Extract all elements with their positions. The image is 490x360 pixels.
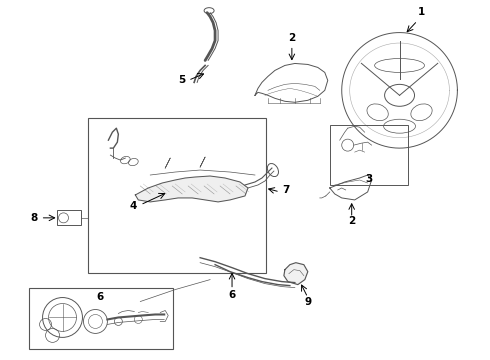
Bar: [28, 288, 173, 349]
Text: 7: 7: [282, 185, 290, 195]
Text: 4: 4: [130, 201, 137, 211]
Text: 8: 8: [30, 213, 37, 223]
Text: 2: 2: [288, 32, 295, 42]
Text: 5: 5: [178, 75, 186, 85]
Text: 6: 6: [228, 289, 236, 300]
Text: 3: 3: [365, 174, 372, 184]
Text: 9: 9: [304, 297, 311, 306]
Text: 6: 6: [97, 292, 104, 302]
Polygon shape: [284, 263, 308, 285]
Bar: [89, 118, 266, 273]
Text: 2: 2: [348, 216, 355, 226]
Polygon shape: [135, 176, 248, 202]
Bar: [330, 125, 408, 185]
Text: 1: 1: [418, 6, 425, 17]
Bar: [56, 210, 81, 225]
